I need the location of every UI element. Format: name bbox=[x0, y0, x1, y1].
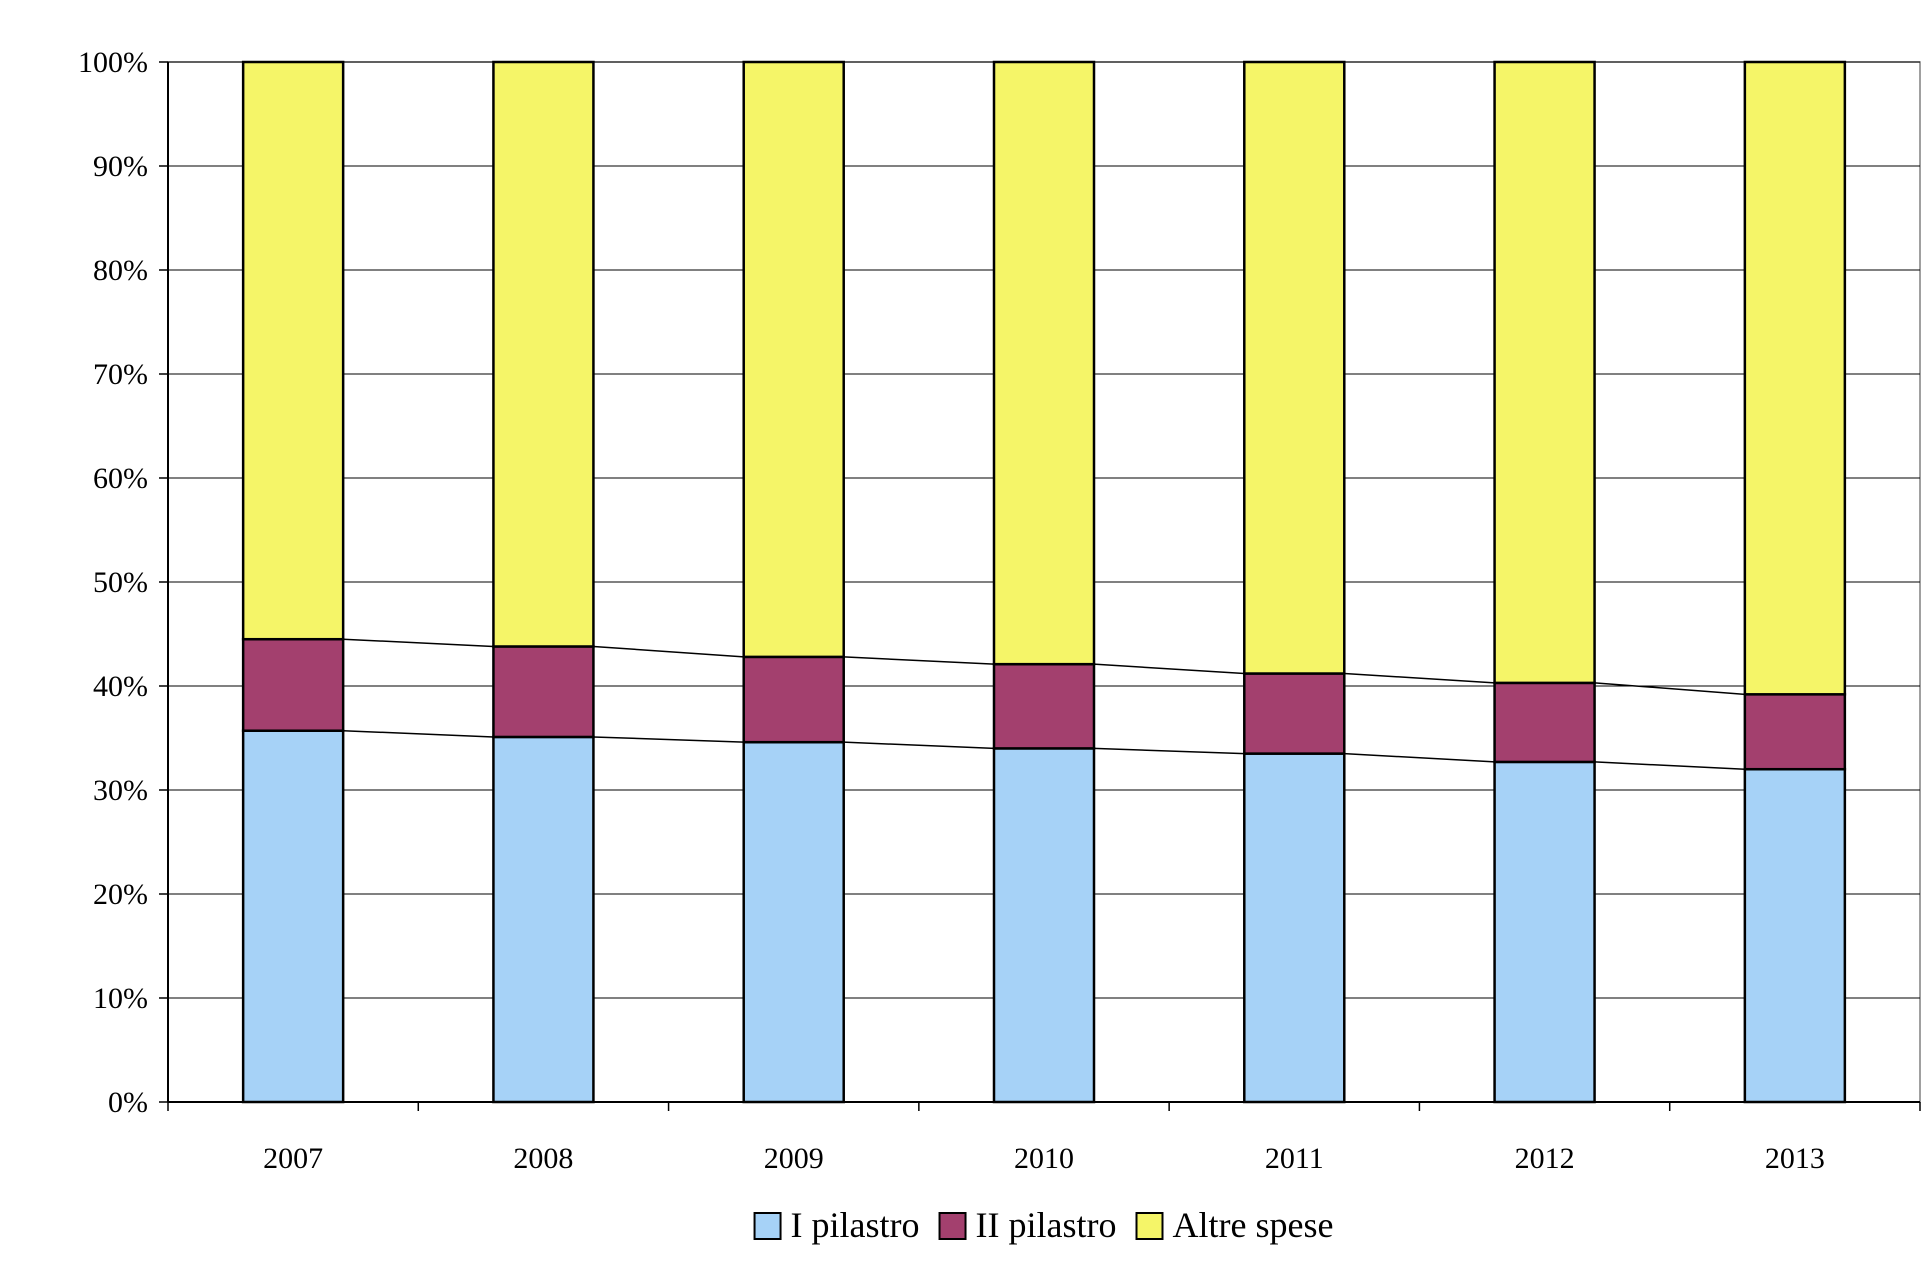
bar-segment bbox=[992, 662, 1096, 750]
bar-segment bbox=[742, 655, 845, 744]
bar-segment bbox=[492, 60, 595, 648]
legend-swatch bbox=[753, 1212, 782, 1240]
series-connector-line bbox=[1093, 747, 1245, 755]
bar-segment bbox=[1493, 681, 1596, 764]
bar-segment bbox=[1243, 752, 1346, 1104]
series-connector-line bbox=[1344, 672, 1495, 684]
bar-segment bbox=[742, 60, 845, 659]
x-tick-label: 2009 bbox=[764, 1142, 824, 1175]
y-tick-label: 50% bbox=[93, 566, 148, 599]
legend-label: Altre spese bbox=[1173, 1205, 1334, 1245]
bar-segment bbox=[492, 735, 595, 1104]
series-connector-line bbox=[1594, 682, 1745, 696]
y-tick-label: 20% bbox=[93, 878, 148, 911]
series-connector-line bbox=[1594, 761, 1745, 770]
bar-segment bbox=[992, 747, 1096, 1104]
x-tick-label: 2012 bbox=[1515, 1142, 1575, 1175]
bar-segment bbox=[241, 60, 345, 641]
x-tick-label: 2013 bbox=[1765, 1142, 1825, 1175]
series-connector-line bbox=[1344, 752, 1495, 763]
y-tick-label: 40% bbox=[93, 670, 148, 703]
axes bbox=[159, 61, 1921, 1111]
legend-swatch bbox=[1135, 1212, 1164, 1240]
legend-label: I pilastro bbox=[791, 1205, 920, 1245]
series-connector-line bbox=[593, 645, 744, 658]
y-tick-label: 60% bbox=[93, 462, 148, 495]
bar-segment bbox=[1743, 60, 1847, 696]
series-connector-line bbox=[343, 729, 494, 738]
legend-swatch bbox=[938, 1212, 967, 1240]
bar-segment bbox=[1493, 760, 1596, 1104]
legend: I pilastro II pilastro Altre spese bbox=[753, 1205, 1334, 1245]
bar-segment bbox=[1493, 60, 1596, 685]
y-tick-label: 30% bbox=[93, 774, 148, 807]
bars bbox=[241, 60, 1847, 1104]
legend-label: II pilastro bbox=[976, 1205, 1117, 1245]
series-connector-line bbox=[343, 638, 494, 648]
series-connector-line bbox=[843, 741, 995, 750]
y-tick-label: 0% bbox=[108, 1086, 148, 1119]
y-tick-label: 90% bbox=[93, 150, 148, 183]
bar-segment bbox=[1243, 672, 1346, 755]
y-tick-label: 70% bbox=[93, 358, 148, 391]
bar-segment bbox=[241, 637, 345, 732]
y-axis-tick-labels: 0% 10% 20% 30% 40% 50% 60% 70% 80% 90% 100% bbox=[78, 46, 148, 1119]
y-tick-label: 80% bbox=[93, 254, 148, 287]
x-axis-tick-labels: 2007 2008 2009 2010 2011 2012 2013 bbox=[263, 1142, 1825, 1175]
x-tick-label: 2008 bbox=[513, 1142, 573, 1175]
x-tick-label: 2007 bbox=[263, 1142, 323, 1175]
y-tick-label: 10% bbox=[93, 982, 148, 1015]
series-connector-line bbox=[843, 656, 995, 665]
bar-segment bbox=[241, 729, 345, 1104]
y-tick-label: 100% bbox=[78, 46, 148, 79]
x-tick-label: 2010 bbox=[1014, 1142, 1074, 1175]
bar-segment bbox=[1743, 767, 1847, 1104]
series-connector-line bbox=[593, 736, 744, 743]
x-tick-label: 2011 bbox=[1265, 1142, 1324, 1175]
bar-segment bbox=[1243, 60, 1346, 675]
bar-segment bbox=[992, 60, 1096, 666]
series-connector-line bbox=[1093, 663, 1245, 675]
bar-segment bbox=[1743, 693, 1847, 771]
bar-segment bbox=[742, 740, 845, 1104]
series-connector-lines bbox=[343, 638, 1745, 770]
bar-segment bbox=[492, 645, 595, 739]
